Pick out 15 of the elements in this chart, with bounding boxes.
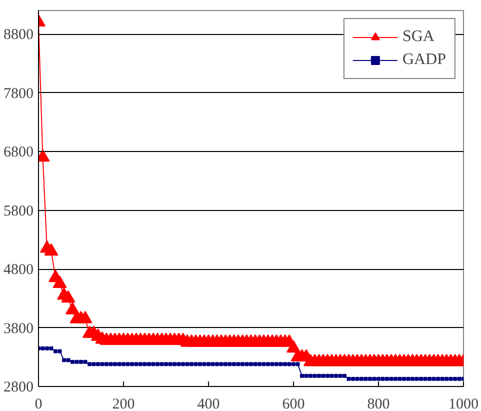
legend-label: SGA xyxy=(402,28,434,46)
y-tick-label: 6800 xyxy=(4,144,34,160)
x-tick-label: 1000 xyxy=(448,396,478,411)
y-tick-label: 7800 xyxy=(4,86,34,102)
x-tick-label: 200 xyxy=(112,396,135,411)
y-tick-label: 8800 xyxy=(4,27,34,43)
y-tick-label: 3800 xyxy=(4,320,34,337)
y-tick-label: 4800 xyxy=(4,262,34,278)
legend-label: GADP xyxy=(402,51,446,69)
y-tick-label: 5800 xyxy=(4,203,34,220)
x-tick-label: 800 xyxy=(367,396,390,411)
x-tick-label: 0 xyxy=(34,396,42,411)
x-tick-label: 600 xyxy=(282,396,305,411)
y-tick-label: 2800 xyxy=(4,380,34,396)
x-tick-label: 400 xyxy=(197,396,220,411)
